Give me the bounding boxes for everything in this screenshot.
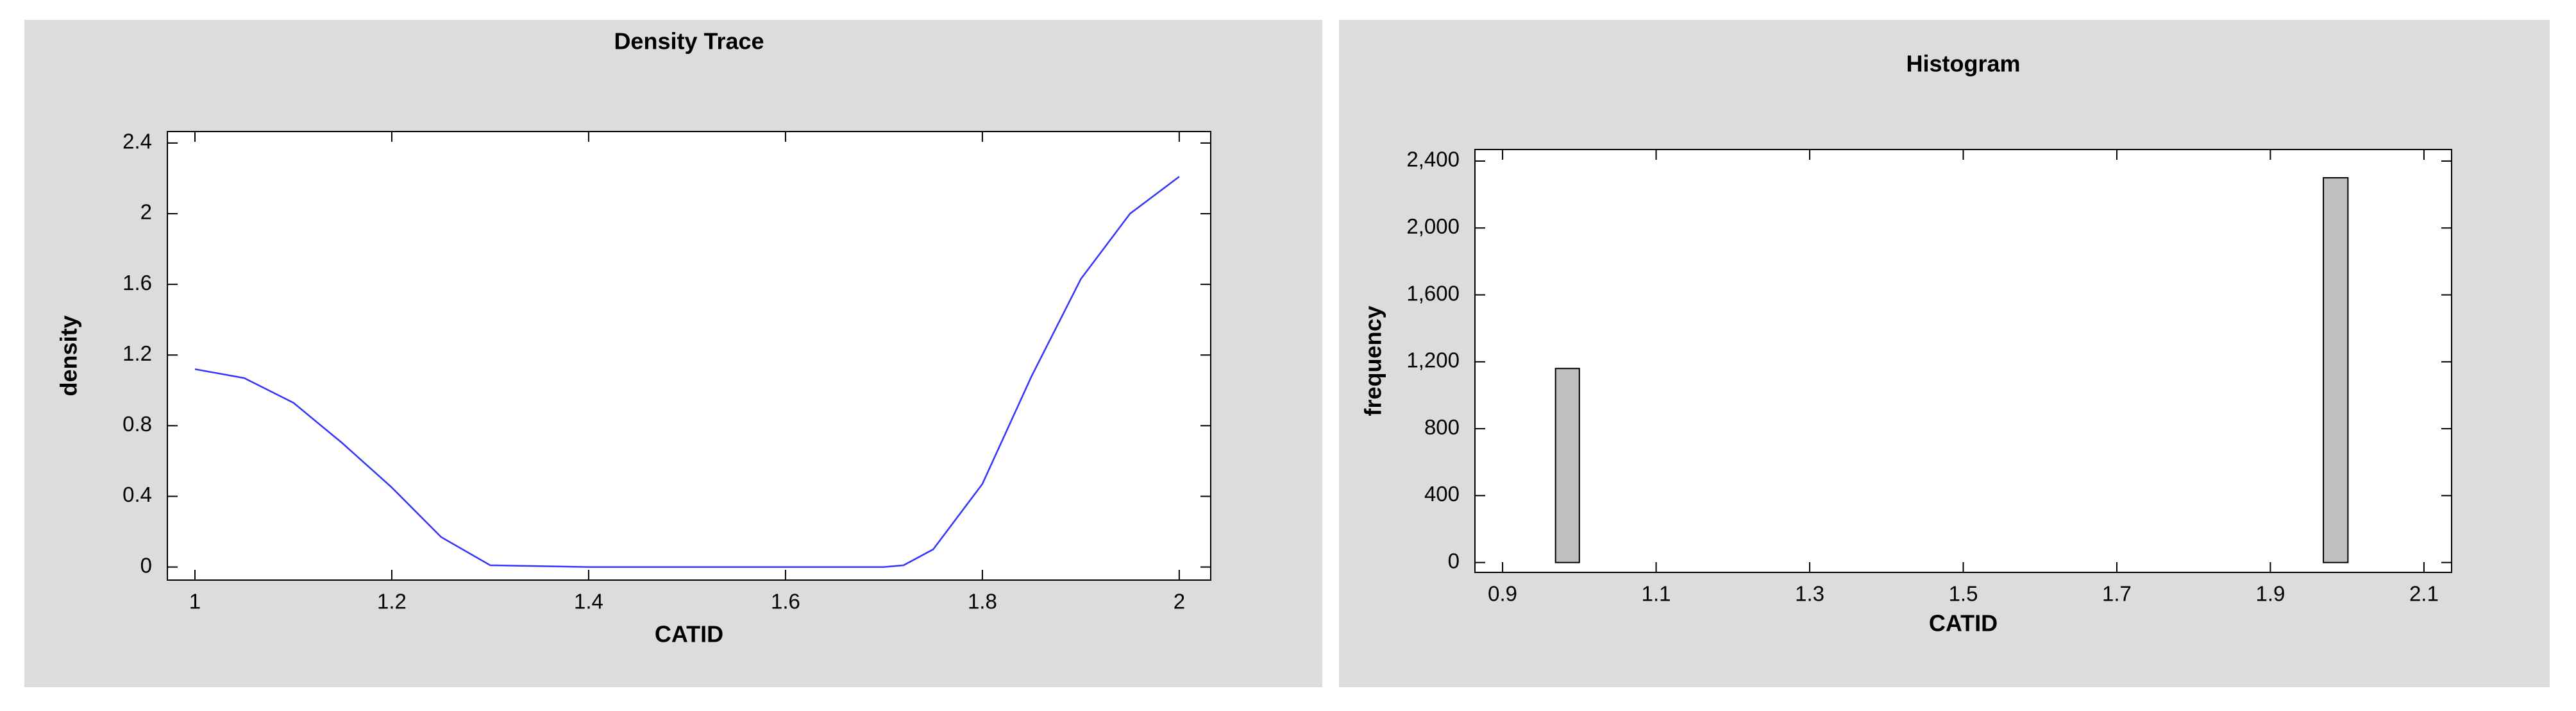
y-tick-label: 0 <box>140 553 152 577</box>
x-tick-label: 2.1 <box>2409 582 2439 606</box>
x-tick-label: 1.2 <box>377 590 407 613</box>
x-tick-label: 1 <box>189 590 201 613</box>
plot-area <box>1474 149 2452 573</box>
y-tick-label: 1,200 <box>1406 348 1460 372</box>
x-tick-label: 1.3 <box>1795 582 1824 606</box>
histogram-bar <box>1554 368 1580 563</box>
y-axis-label: frequency <box>1360 305 1386 416</box>
histogram-bar <box>2323 177 2349 563</box>
y-axis-label: density <box>56 315 82 396</box>
y-tick-label: 0.8 <box>122 412 152 436</box>
y-tick-label: 0.4 <box>122 483 152 506</box>
plot-area <box>167 131 1211 581</box>
y-tick-label: 2,000 <box>1406 214 1460 238</box>
x-tick-label: 1.9 <box>2255 582 2285 606</box>
chart-title: Histogram <box>1906 51 2020 77</box>
x-tick-label: 1.4 <box>574 590 603 613</box>
x-tick-label: 2 <box>1174 590 1185 613</box>
y-tick-label: 2 <box>140 200 152 224</box>
x-axis-label: CATID <box>655 621 723 647</box>
y-tick-label: 0 <box>1448 549 1460 572</box>
y-tick-label: 1.6 <box>122 271 152 295</box>
x-tick-label: 1.8 <box>968 590 997 613</box>
y-tick-label: 1.2 <box>122 341 152 365</box>
x-axis-label: CATID <box>1929 610 1998 637</box>
y-tick-label: 800 <box>1424 415 1460 439</box>
y-tick-label: 400 <box>1424 482 1460 506</box>
x-tick-label: 0.9 <box>1488 582 1517 606</box>
x-tick-label: 1.1 <box>1642 582 1671 606</box>
y-tick-label: 1,600 <box>1406 281 1460 305</box>
y-tick-label: 2,400 <box>1406 148 1460 171</box>
x-tick-label: 1.6 <box>771 590 800 613</box>
x-tick-label: 1.5 <box>1949 582 1978 606</box>
density-line <box>194 176 1180 568</box>
y-tick-label: 2.4 <box>122 130 152 153</box>
x-tick-label: 1.7 <box>2102 582 2132 606</box>
chart-title: Density Trace <box>614 28 764 55</box>
